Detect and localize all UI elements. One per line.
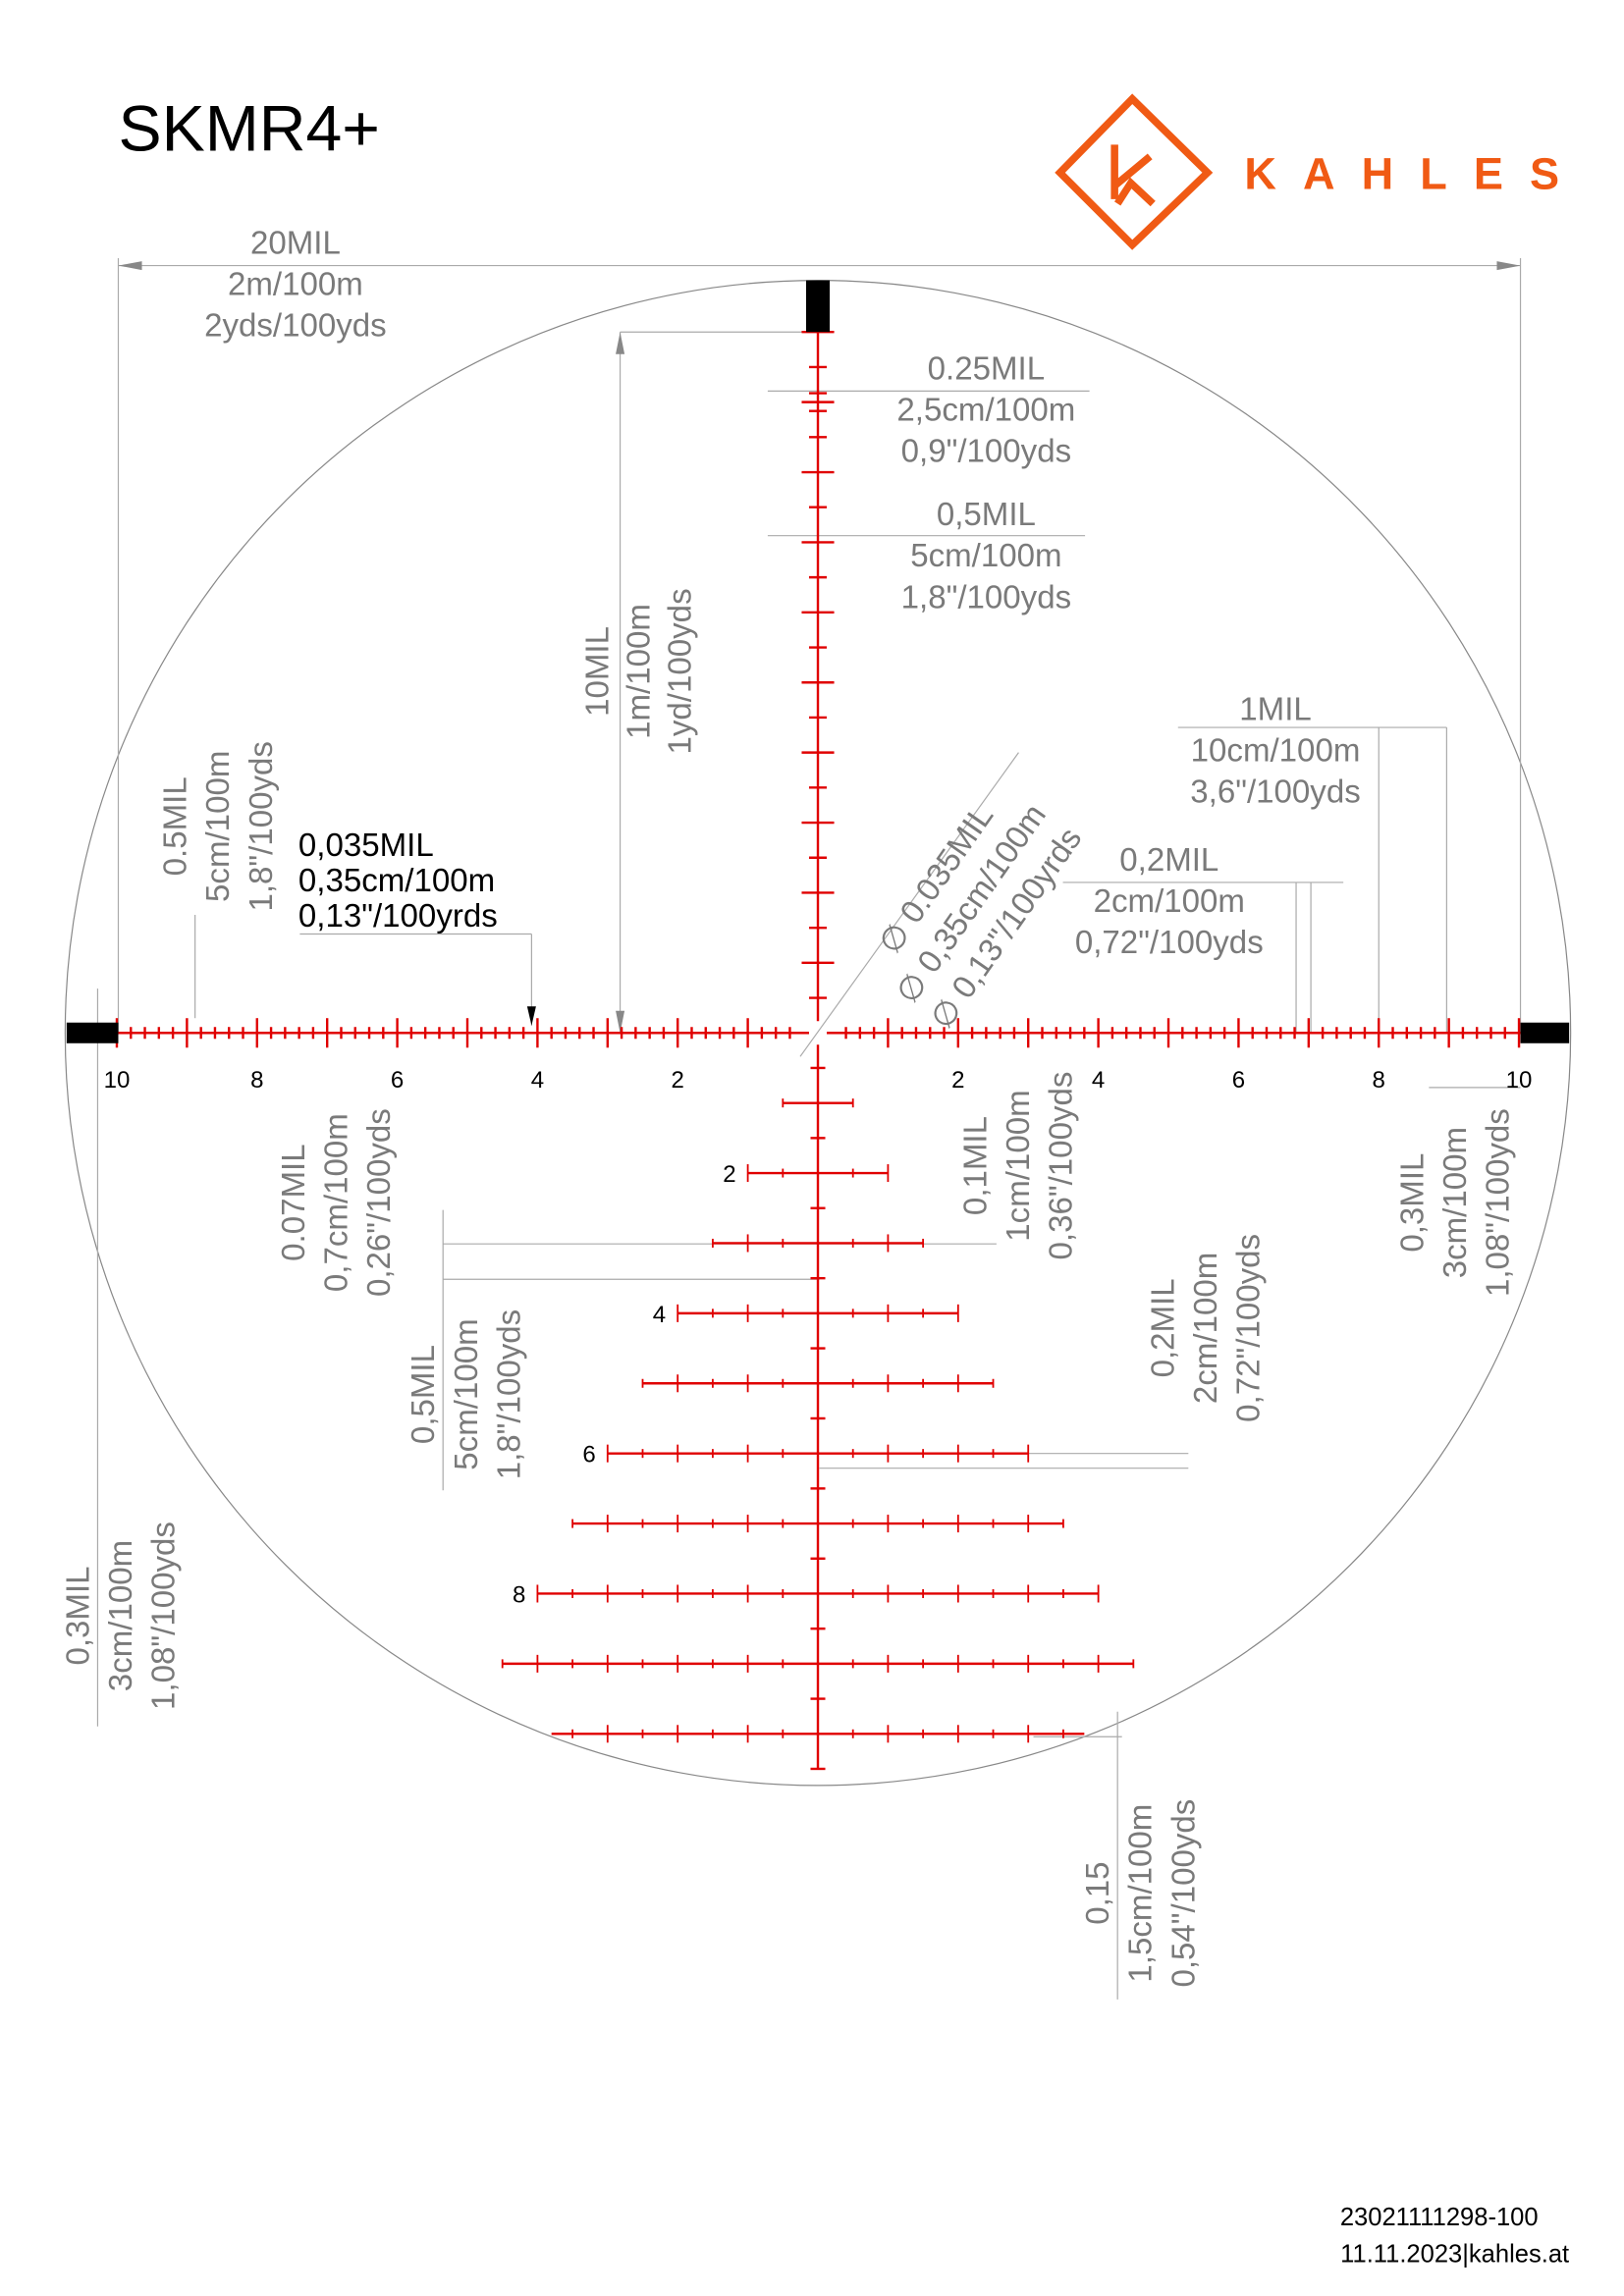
annotation-line: 0,72"/100yds (1075, 925, 1264, 961)
holdover-scale-label: 2 (723, 1161, 735, 1188)
annotation-upper-half: 0,5MIL 5cm/100m 1,8"/100yds (901, 497, 1072, 615)
annotation-line: 1,5cm/100m (1123, 1804, 1160, 1983)
right-post (1520, 1022, 1570, 1043)
horizontal-scale-label: 8 (250, 1067, 263, 1094)
annotation-line: 0,1MIL (957, 1116, 994, 1215)
annotation-line: 0.25MIL (928, 350, 1045, 387)
annotation-line: 0,54"/100yds (1165, 1799, 1202, 1988)
annotation-line: 0,13"/100yrds (298, 898, 498, 934)
annotation-line: 5cm/100m (200, 751, 237, 902)
annotation-line: 1yd/100yds (663, 588, 699, 754)
annotation-line: 1m/100m (622, 604, 658, 739)
annotation-line: 20MIL (250, 226, 341, 262)
page-title: SKMR4+ (118, 92, 379, 165)
horizontal-scale-label: 6 (391, 1067, 404, 1094)
annotation-tick-length: 0.07MIL 0,7cm/100m 0,26"/100yds (276, 1108, 398, 1297)
drawing-date-site: 11.11.2023|kahles.at (1340, 2240, 1569, 2268)
annotation-line: 1,8"/100yds (244, 741, 280, 912)
annotation-line: 0,3MIL (60, 1566, 96, 1665)
annotation-line: 0,2MIL (1119, 842, 1218, 879)
annotation-post-left: 0,3MIL 3cm/100m 1,08"/100yds (60, 1522, 182, 1710)
horizontal-scale-label: 2 (951, 1067, 964, 1094)
annotation-line: 0,5MIL (406, 1345, 442, 1444)
annotation-line: 0.5MIL (158, 776, 194, 876)
holdover-scale-label: 4 (653, 1302, 666, 1328)
annotation-holdover-spacing: 0,5MIL 5cm/100m 1,8"/100yds (406, 1309, 527, 1480)
holdover-scale-label: 8 (513, 1581, 525, 1608)
annotation-line: 2cm/100m (1188, 1253, 1224, 1404)
dimension-lines (96, 258, 1522, 2000)
annotation-line: 1MIL (1239, 692, 1312, 728)
annotation-line: 0,26"/100yds (361, 1108, 398, 1297)
drawing-code: 23021111298-100 (1340, 2204, 1539, 2231)
horizontal-scale-label: 10 (1506, 1067, 1533, 1094)
logo-diamond-icon (1055, 93, 1214, 250)
annotation-right-mil: 1MIL 10cm/100m 3,6"/100yds (1190, 692, 1361, 811)
annotation-line: 0,35cm/100m (298, 863, 495, 899)
kahles-logo: KAHLES (1055, 93, 1586, 250)
annotation-line: 0,36"/100yds (1044, 1072, 1080, 1260)
annotation-line: 5cm/100m (449, 1318, 485, 1469)
annotation-line: 0,2MIL (1145, 1278, 1181, 1377)
annotation-line: 2,5cm/100m (896, 392, 1075, 428)
annotation-line: 1,8"/100yds (901, 579, 1072, 615)
annotation-right-fifth: 0,2MIL 2cm/100m 0,72"/100yds (1075, 842, 1264, 961)
annotation-line: 1,08"/100yds (146, 1522, 183, 1710)
horizontal-scale-label: 10 (104, 1067, 131, 1094)
annotation-center-dot: ∅ 0.035MIL∅ 0,35cm/100m∅ 0,13"/100yrds (872, 798, 1089, 1036)
horizontal-scale-label: 4 (1092, 1067, 1105, 1094)
annotation-line: 2yds/100yds (204, 308, 387, 345)
brand-name: KAHLES (1244, 148, 1586, 198)
left-post (66, 1022, 119, 1043)
annotation-bottom-bar: 0,15 1,5cm/100m 0,54"/100yds (1080, 1799, 1202, 1988)
annotation-line: 5cm/100m (910, 538, 1061, 574)
annotation-post-right: 0,3MIL 3cm/100m 1,08"/100yds (1394, 1108, 1516, 1297)
annotation-line: 0,5MIL (937, 497, 1036, 533)
top-post (805, 280, 831, 333)
horizontal-scale-label: 6 (1232, 1067, 1245, 1094)
annotation-upper-height: 10MIL 1m/100m 1yd/100yds (580, 588, 699, 754)
annotation-line: 3cm/100m (1437, 1127, 1474, 1278)
annotation-line: 0.07MIL (276, 1144, 312, 1260)
annotation-line: 0,72"/100yds (1230, 1234, 1267, 1422)
annotation-line: 1,08"/100yds (1481, 1108, 1517, 1297)
horizontal-scale-label: 8 (1373, 1067, 1385, 1094)
annotation-line: 2m/100m (228, 267, 363, 303)
holdover-scale-label: 6 (582, 1442, 595, 1468)
logo-k-icon (1110, 144, 1156, 207)
horizontal-scale-label: 4 (531, 1067, 544, 1094)
annotation-line: 2cm/100m (1094, 883, 1245, 920)
annotation-total-width: 20MIL 2m/100m 2yds/100yds (204, 226, 387, 345)
reticle (66, 280, 1570, 1771)
annotation-line: 10cm/100m (1191, 733, 1361, 770)
annotation-holdover-tick: 0,1MIL 1cm/100m 0,36"/100yds (957, 1072, 1079, 1260)
annotation-line: 10MIL (580, 626, 617, 717)
annotation-line: 3cm/100m (103, 1540, 139, 1691)
annotation-line: 0,15 (1080, 1861, 1116, 1924)
annotation-line: 0,7cm/100m (318, 1113, 354, 1292)
annotation-line: 1cm/100m (1001, 1090, 1037, 1241)
annotation-line: 1,8"/100yds (491, 1309, 527, 1480)
annotation-line: 0,035MIL (298, 828, 434, 864)
annotation-line: 0,9"/100yds (901, 434, 1072, 470)
horizontal-scale-label: 2 (672, 1067, 684, 1094)
annotation-labels: 10 8 6 4 2 2 4 6 8 10 2 4 6 8 20MIL 2m/100m 2yds/100yds 0… (60, 226, 1532, 1988)
annotation-left-half: 0.5MIL 5cm/100m 1,8"/100yds (158, 741, 280, 912)
annotation-holdover-tick2: 0,2MIL 2cm/100m 0,72"/100yds (1145, 1234, 1267, 1422)
annotation-upper-small: 0.25MIL 2,5cm/100m 0,9"/100yds (896, 350, 1075, 469)
annotation-line: 0,3MIL (1394, 1153, 1431, 1253)
annotation-line: 3,6"/100yds (1190, 774, 1361, 811)
